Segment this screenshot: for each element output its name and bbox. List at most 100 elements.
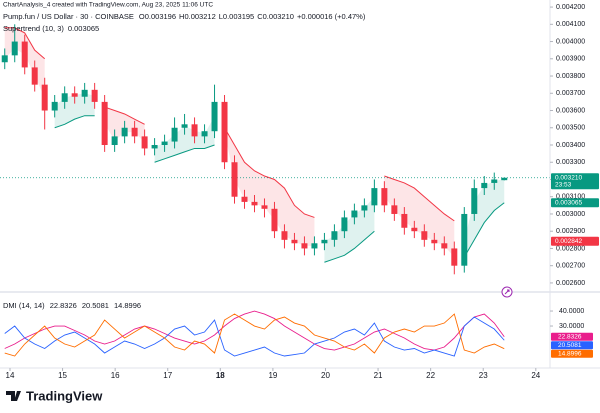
candle-body: [41, 84, 48, 111]
candle-body: [411, 227, 418, 232]
candle-body: [151, 145, 158, 149]
price-label: 0.002842: [555, 238, 582, 245]
y-tick-label: 0.004100: [556, 21, 585, 28]
y-tick-label: 0.003500: [556, 125, 585, 132]
brand-logo: TradingView: [6, 388, 103, 403]
y-tick-label: 0.004200: [556, 4, 585, 11]
candle-body: [161, 141, 168, 145]
y-tick-label: 0.003800: [556, 73, 585, 80]
y-tick-label: 0.003000: [556, 211, 585, 218]
ohlc-key: O: [139, 12, 145, 21]
candle-body: [331, 231, 338, 240]
ohlc-value: 0.003196: [145, 12, 176, 21]
ohlc-key: C: [257, 12, 263, 21]
y-tick-label: 40.0000: [559, 308, 584, 315]
supertrend-fill: [464, 178, 505, 258]
candle-body: [461, 213, 468, 266]
supertrend-fill: [384, 176, 455, 258]
candle-body: [301, 243, 308, 249]
ohlc-key: L: [219, 12, 223, 21]
candle-body: [471, 188, 478, 214]
x-tick-label: 17: [163, 371, 172, 380]
candle-body: [211, 101, 218, 132]
attribution: ChartAnalysis_4 created with TradingView…: [3, 2, 213, 9]
event-icon-glyph: [504, 289, 510, 295]
candle-body: [11, 41, 18, 56]
candle-body: [321, 239, 328, 244]
dmi-legend-value: 20.5081: [82, 301, 109, 310]
change: +0.000016 (+0.47%): [297, 12, 366, 21]
x-tick-label: 14: [6, 371, 15, 380]
x-tick-label: 21: [374, 371, 383, 380]
supertrend-value: 0.003065: [68, 24, 99, 33]
candle-body: [241, 196, 248, 202]
dmi-line: [4, 313, 505, 357]
supertrend-fill: [154, 116, 215, 163]
candle-body: [141, 136, 148, 149]
candle-body: [391, 205, 398, 214]
candle-body: [181, 124, 188, 128]
candle-body: [341, 217, 348, 232]
candle-body: [171, 127, 178, 142]
candle-body: [311, 243, 318, 249]
supertrend-legend: Supertrend (10, 3): [3, 24, 64, 33]
candle-body: [361, 205, 368, 211]
dmi-value-box: [551, 349, 593, 358]
candle-body: [61, 93, 68, 102]
price-label-box: [551, 236, 599, 246]
x-tick-label: 23: [479, 371, 488, 380]
dmi-legend-value: 14.8996: [114, 301, 141, 310]
candle-body: [221, 101, 228, 163]
dmi-value-box: [551, 332, 593, 341]
dmi-line: [4, 316, 505, 357]
y-tick-label: 0.004000: [556, 38, 585, 45]
candle-body: [101, 101, 108, 145]
candle-body: [501, 177, 508, 181]
candle-body: [201, 131, 208, 137]
candle-body: [481, 182, 488, 189]
dmi-value-box: [551, 341, 593, 350]
supertrend-line: [4, 27, 455, 222]
candle-body: [51, 101, 58, 111]
candle-body: [31, 67, 38, 85]
ohlc-key: H: [179, 12, 184, 21]
ohlc-value: 0.003195: [223, 12, 254, 21]
dmi-value-label: 22.8326: [558, 333, 582, 340]
price-label: 0.003065: [555, 199, 582, 206]
y-tick-label: 30.0000: [559, 323, 584, 330]
candle-body: [491, 179, 498, 183]
dmi-value-label: 14.8996: [558, 350, 582, 357]
candle-body: [271, 208, 278, 232]
dmi-legend: DMI (14, 14): [3, 301, 45, 310]
y-tick-label: 0.003300: [556, 159, 585, 166]
candle-body: [421, 231, 428, 240]
candle-body: [401, 213, 408, 228]
y-tick-label: 0.002600: [556, 280, 585, 287]
candle-body: [381, 188, 388, 206]
candle-body: [431, 239, 438, 244]
ohlc-value: 0.003212: [184, 12, 215, 21]
dmi-legend-value: 22.8326: [50, 301, 77, 310]
x-tick-label: 20: [321, 371, 330, 380]
x-tick-label: 19: [268, 371, 277, 380]
x-tick-label: 16: [111, 371, 120, 380]
supertrend-fill: [324, 196, 375, 263]
y-tick-label: 0.002900: [556, 228, 585, 235]
candle-body: [281, 231, 288, 240]
dmi-line: [4, 310, 505, 351]
candle-body: [121, 127, 128, 137]
candle-body: [231, 162, 238, 197]
candle-body: [441, 243, 448, 249]
y-tick-label: 0.003900: [556, 56, 585, 63]
price-label-box: [551, 198, 599, 208]
candle-body: [251, 201, 258, 206]
supertrend-fill: [224, 127, 315, 246]
candle-body: [131, 127, 138, 137]
y-tick-label: 0.003700: [556, 90, 585, 97]
ohlc-value: 0.003210: [263, 12, 294, 21]
x-tick-label: 18: [216, 371, 225, 380]
supertrend-line: [54, 115, 505, 263]
candle-body: [371, 188, 378, 206]
price-label-box: [551, 173, 599, 190]
